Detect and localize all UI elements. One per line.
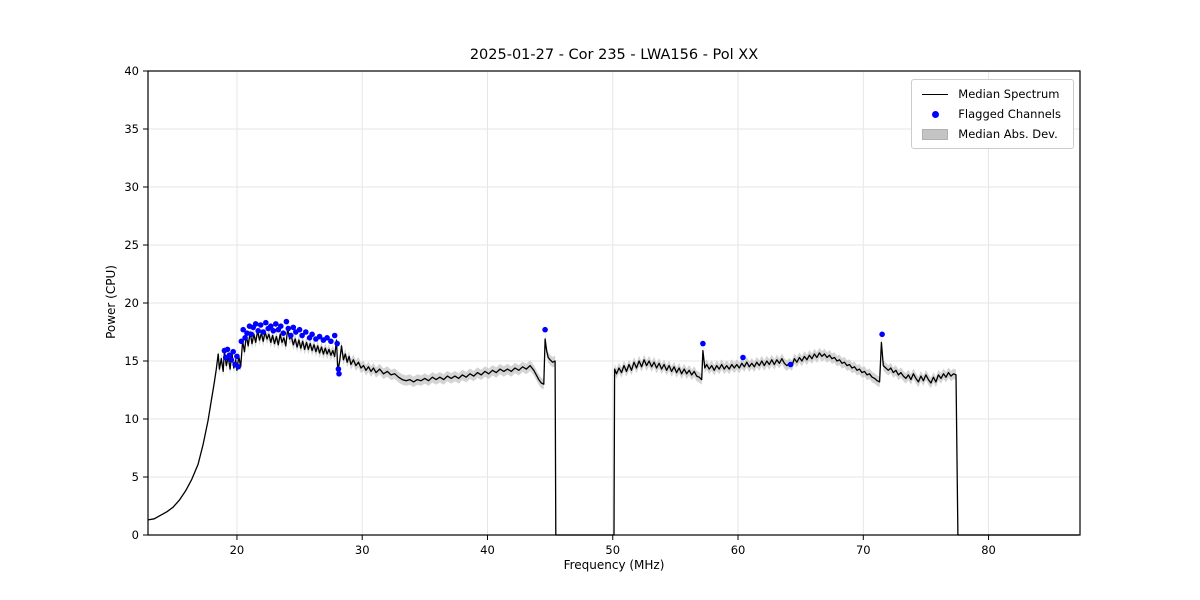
flagged-channel-dot [542, 326, 548, 333]
y-tick-label: 25 [124, 238, 139, 252]
y-tick-label: 30 [124, 180, 139, 194]
y-tick-label: 5 [132, 470, 139, 484]
chart-title: 2025-01-27 - Cor 235 - LWA156 - Pol XX [469, 47, 759, 63]
flagged-channel-dot [879, 331, 885, 338]
flagged-channel-dot [268, 323, 274, 330]
plot-border [147, 70, 1081, 536]
legend-label-median-abs-dev: Median Abs. Dev. [958, 127, 1058, 141]
median-spectrum-line [147, 327, 1079, 536]
flagged-channel-dot [334, 340, 341, 347]
flagged-channel-dot [288, 332, 294, 339]
flagged-channel-dot [280, 330, 287, 337]
legend-label-flagged-channels: Flagged Channels [958, 107, 1061, 121]
legend-label-median-spectrum: Median Spectrum [958, 87, 1060, 101]
y-tick-label: 0 [132, 528, 139, 542]
y-tick-label: 15 [124, 354, 139, 368]
y-tick-label: 10 [124, 412, 139, 426]
legend-entry-median-abs-dev: Median Abs. Dev. [921, 127, 1061, 141]
flagged-channel-dot [240, 326, 246, 333]
flagged-channel-dot [700, 340, 706, 347]
flagged-channel-dot [328, 338, 334, 345]
flagged-channel-dot [260, 329, 267, 335]
flagged-channel-dot [296, 326, 303, 333]
flagged-channel-dot [238, 338, 245, 345]
flagged-channel-dot [230, 348, 236, 355]
flagged-channel-dot [787, 361, 794, 368]
y-tick-label: 20 [124, 296, 139, 310]
flagged-channel-dot [228, 357, 235, 363]
mad-band [218, 323, 556, 390]
x-tick-label: 60 [731, 543, 746, 557]
flagged-channel-dot [316, 333, 323, 340]
flagged-channel-dot [299, 332, 305, 339]
legend-entry-median-spectrum: Median Spectrum [921, 87, 1061, 101]
flagged-channel-dot [290, 324, 297, 331]
legend: Median Spectrum Flagged Channels Median … [911, 79, 1074, 149]
legend-entry-flagged-channels: Flagged Channels [921, 107, 1061, 121]
flagged-channel-dot-icon [921, 107, 949, 121]
x-tick-label: 40 [480, 543, 495, 557]
flagged-channel-dot [235, 364, 241, 370]
flagged-channel-dot [257, 322, 264, 328]
median-spectrum-line-icon [921, 87, 949, 101]
flagged-channel-dot [278, 323, 284, 330]
y-axis-label: Power (CPU) [104, 265, 118, 339]
flagged-channel-dot [309, 331, 315, 338]
x-tick-label: 50 [605, 543, 620, 557]
flagged-channel-dot [255, 328, 261, 334]
flagged-channel-dot [248, 331, 255, 338]
x-tick-label: 70 [856, 543, 871, 557]
flagged-channel-dot [226, 352, 233, 359]
flagged-channel-dot [273, 321, 279, 327]
flagged-channel-dot [331, 332, 338, 339]
mad-band-icon [921, 127, 949, 141]
mad-band [614, 337, 956, 389]
x-tick-label: 80 [981, 543, 996, 557]
y-tick-label: 35 [124, 122, 139, 136]
gray-band-icon [922, 128, 949, 140]
flagged-channel-dot [324, 335, 330, 341]
flagged-channel-dot [270, 328, 277, 334]
y-tick-label: 40 [124, 64, 139, 78]
flagged-channel-dot [244, 330, 250, 337]
flagged-channel-dot [263, 319, 269, 326]
flagged-channel-dot [285, 325, 292, 332]
flagged-channel-dot [336, 371, 342, 377]
flagged-channel-dot [335, 366, 342, 372]
flagged-channel-dot [303, 329, 309, 335]
x-tick-label: 20 [230, 543, 245, 557]
flagged-channel-dot [242, 335, 248, 341]
flagged-channel-dot [252, 321, 259, 327]
flagged-channel-dot [740, 354, 746, 361]
blue-dot-icon [931, 110, 939, 118]
x-tick-label: 30 [355, 543, 370, 557]
flagged-channel-dot [283, 318, 290, 325]
flagged-channel-dot [234, 353, 240, 360]
flagged-channel-dot [224, 346, 231, 353]
x-axis-label: Frequency (MHz) [563, 558, 665, 572]
